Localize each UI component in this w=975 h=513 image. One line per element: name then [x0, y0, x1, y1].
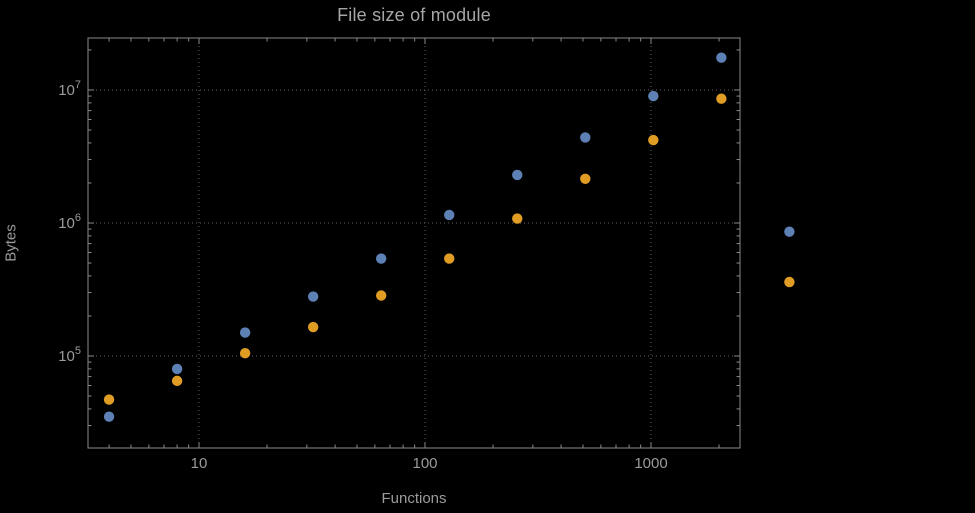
data-point	[103, 411, 115, 422]
series-2	[103, 93, 795, 405]
data-point	[307, 291, 319, 302]
data-point	[784, 276, 795, 288]
x-tick-label: 100	[412, 455, 437, 472]
data-point	[307, 321, 319, 333]
y-axis-label: Bytes	[2, 224, 20, 262]
data-point	[444, 253, 455, 264]
axis-ticks	[88, 38, 740, 448]
y-tick-label: 105	[58, 345, 81, 365]
chart-title: File size of module	[337, 5, 491, 25]
data-point	[444, 209, 455, 221]
y-tick-label: 107	[58, 79, 81, 99]
series-1	[103, 52, 795, 422]
data-point	[512, 213, 523, 224]
data-point	[512, 169, 523, 181]
gridlines	[88, 38, 740, 448]
data-point	[375, 290, 387, 301]
data-point	[648, 134, 659, 146]
data-point	[171, 375, 183, 387]
data-point	[716, 93, 727, 104]
data-point	[375, 253, 387, 264]
x-tick-label: 10	[191, 455, 208, 472]
x-axis-label: Functions	[381, 490, 447, 507]
data-point	[580, 132, 591, 143]
data-point	[103, 394, 115, 405]
data-point	[784, 226, 795, 237]
data-point	[239, 347, 251, 359]
data-point	[171, 363, 183, 375]
data-point	[648, 90, 659, 102]
data-point	[580, 173, 591, 184]
plot-frame	[87, 37, 741, 449]
y-tick-label: 106	[58, 212, 81, 232]
data-point	[239, 327, 251, 338]
x-tick-label: 1000	[634, 455, 667, 472]
data-point	[716, 52, 727, 63]
tick-labels: 10 100 1000 105 106 107	[58, 79, 668, 472]
